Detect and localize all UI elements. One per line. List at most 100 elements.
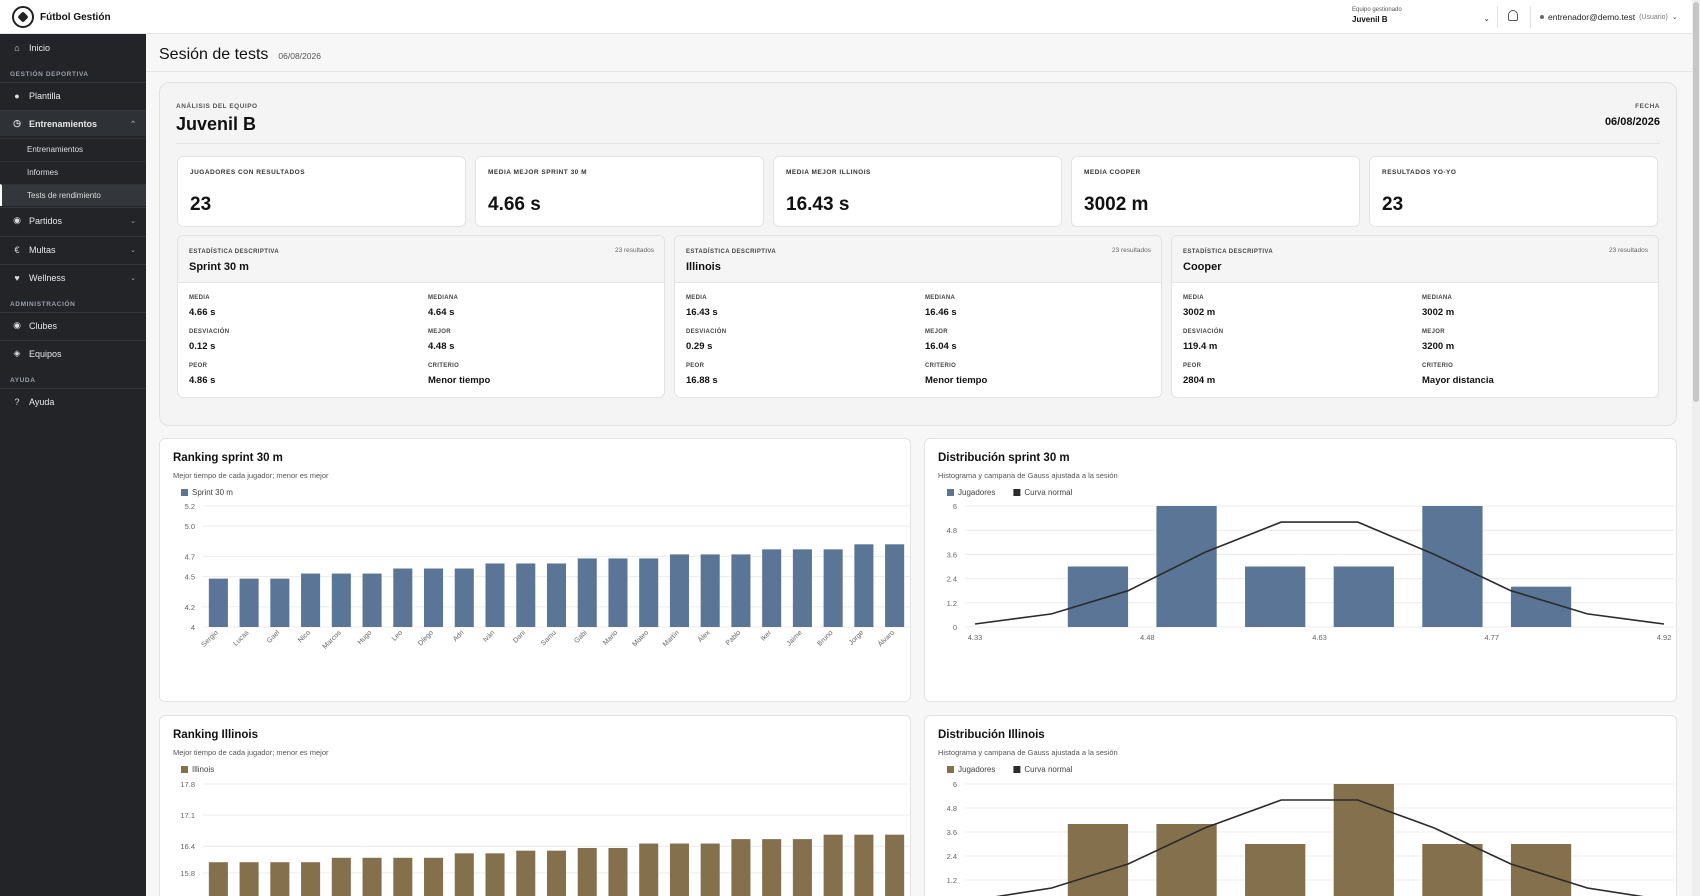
stat-field-value: 16.46 s (925, 307, 957, 318)
bar (270, 862, 290, 896)
sidebar-item-label: Entrenamientos (29, 118, 98, 129)
status-dot-icon (1540, 15, 1544, 19)
histogram-bar (1156, 506, 1217, 627)
kpi-value: 4.66 s (488, 194, 541, 215)
scrollbar-thumb[interactable] (1693, 2, 1699, 402)
stat-field-label: MEDIANA (1422, 295, 1453, 301)
stat-field-label: MEDIA (189, 295, 210, 301)
user-menu[interactable]: entrenador@demo.test (Usuario) ⌄ (1540, 12, 1678, 22)
sidebar-item-equipos[interactable]: ◈ Equipos (0, 340, 146, 366)
sidebar-item-label: Equipos (29, 348, 62, 359)
sidebar-item-inicio[interactable]: ⌂ Inicio (0, 35, 146, 61)
kpi-label: RESULTADOS YO-YO (1382, 169, 1457, 176)
y-tick-label: 3.6 (947, 550, 957, 559)
sidebar-item-plantilla[interactable]: ● Plantilla (0, 82, 146, 108)
stat-field-value: 3002 m (1183, 307, 1216, 318)
ball-icon: ◉ (13, 215, 21, 225)
brand[interactable]: Fútbol Gestión (12, 6, 111, 28)
y-tick-label: 4.7 (185, 552, 195, 561)
sidebar-section-title: AYUDA (10, 377, 36, 384)
analysis-team-name: Juvenil B (176, 114, 257, 134)
sidebar: ⌂ Inicio GESTIÓN DEPORTIVA ● Plantilla ◷ En… (0, 34, 146, 896)
stat-field-value: 16.04 s (925, 341, 957, 352)
kpi-card: JUGADORES CON RESULTADOS 23 (177, 156, 466, 227)
bell-icon[interactable] (1508, 10, 1518, 21)
page-title: Sesión de tests (159, 46, 269, 63)
histogram-bar (1245, 844, 1306, 896)
y-tick-label: 4.5 (185, 573, 195, 582)
x-tick-label: Marcos (322, 629, 344, 651)
histogram-bar (1422, 506, 1483, 627)
sidebar-subitem-informes[interactable]: Informes (0, 161, 146, 183)
team-selector[interactable]: Equipo gestionado Juvenil B ⌄ (1352, 7, 1490, 27)
bar (239, 862, 259, 896)
main-content: Sesión de tests 06/08/2026 ANÁLISIS DEL … (146, 34, 1692, 896)
y-tick-label: 5.0 (185, 522, 195, 531)
legend-swatch (1013, 489, 1021, 496)
stat-field-label: MEJOR (1422, 329, 1445, 335)
histogram-bar (1156, 824, 1217, 896)
stat-title: Sprint 30 m (189, 261, 249, 273)
bar (301, 573, 321, 627)
scrollbar[interactable] (1692, 0, 1700, 896)
stat-field-label: PEOR (1183, 363, 1202, 369)
y-tick-label: 5.2 (185, 502, 195, 511)
histogram-bar (1333, 566, 1394, 627)
stat-field-label: DESVIACIÓN (686, 329, 727, 335)
bar (424, 857, 444, 896)
sidebar-item-partidos[interactable]: ◉ Partidos ⌄ (0, 207, 146, 233)
sidebar-subitem-entrenamientos[interactable]: Entrenamientos (0, 138, 146, 160)
y-tick-label: 4 (191, 623, 195, 632)
stat-card-header (675, 236, 1161, 283)
team-selector-label: Equipo gestionado (1352, 7, 1402, 13)
stat-card-cooper: ESTADÍSTICA DESCRIPTIVA Cooper 23 result… (1171, 235, 1659, 398)
y-tick-label: 2.4 (947, 575, 957, 584)
chart-canvas: Jugadores Curva normal 1.2 2.4 3.6 4.8 6 (947, 765, 1674, 896)
divider (176, 143, 1660, 144)
sidebar-subitem-label: Entrenamientos (27, 145, 84, 154)
bar (424, 568, 444, 627)
chart-canvas: Sprint 30 m 4 4.2 4.5 4.7 5.0 5.2 Sergio Lucas Ga… (181, 488, 910, 651)
x-tick-label: 4.33 (968, 633, 983, 642)
page-header: Sesión de tests 06/08/2026 (159, 46, 321, 64)
histogram-bar (1510, 844, 1572, 896)
stat-field-label: MEJOR (428, 329, 451, 335)
stat-title: Cooper (1183, 261, 1222, 273)
kpi-label: MEDIA MEJOR SPRINT 30 M (488, 169, 588, 176)
sidebar-item-clubes[interactable]: ◉ Clubes (0, 312, 146, 338)
bar (854, 834, 874, 896)
sidebar-subitem-tests[interactable]: Tests de rendimiento (0, 184, 146, 206)
x-tick-label: Nico (297, 629, 312, 644)
x-tick-label: 4.77 (1484, 633, 1499, 642)
bar (485, 853, 505, 896)
chevron-down-icon: ⌄ (1483, 14, 1490, 23)
bar (608, 848, 628, 896)
bar (762, 549, 782, 627)
stat-field-value: 3002 m (1422, 307, 1455, 318)
sidebar-item-multas[interactable]: € Multas ⌄ (0, 236, 146, 262)
sidebar-item-entrenamientos[interactable]: ◷ Entrenamientos ⌃ (0, 110, 146, 136)
sidebar-item-wellness[interactable]: ♥ Wellness ⌄ (0, 264, 146, 290)
stat-field-label: MEDIANA (428, 295, 459, 301)
chart-subtitle: Histograma y campana de Gauss ajustada a… (938, 748, 1118, 757)
chart-subtitle: Mejor tiempo de cada jugador; menor es m… (173, 471, 329, 480)
bar (301, 862, 321, 896)
sidebar-item-ayuda[interactable]: ? Ayuda (0, 388, 146, 414)
x-tick-label: Pablo (725, 629, 743, 647)
stat-field-value: 2804 m (1183, 375, 1216, 386)
euro-icon: € (14, 244, 20, 255)
kpi-card: MEDIA MEJOR ILLINOIS 16.43 s (773, 156, 1062, 227)
chart-title: Ranking sprint 30 m (173, 452, 283, 464)
stat-field-value: Mayor distancia (1422, 375, 1494, 386)
x-tick-label: Mateo (631, 629, 650, 648)
bar (823, 549, 843, 627)
chevron-down-icon: ⌄ (130, 246, 136, 254)
heart-icon: ♥ (14, 272, 20, 283)
team-selector-value: Juvenil B (1352, 15, 1388, 24)
legend-swatch (1013, 766, 1021, 773)
histogram-bar (1422, 844, 1483, 896)
bar (546, 850, 567, 896)
stat-kicker: ESTADÍSTICA DESCRIPTIVA (686, 249, 777, 255)
chart-title: Ranking Illinois (173, 729, 258, 741)
